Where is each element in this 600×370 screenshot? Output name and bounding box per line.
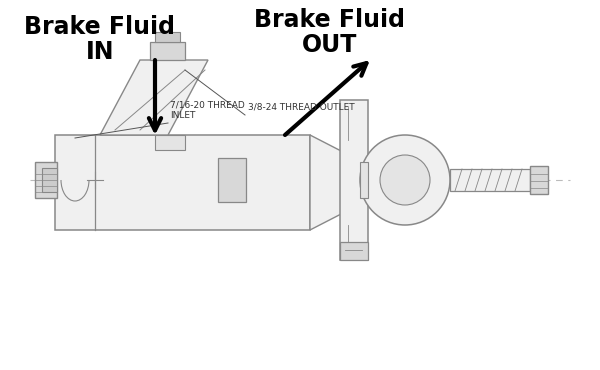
Circle shape (380, 155, 430, 205)
Bar (360, 162, 368, 198)
Bar (55, 135, 310, 230)
Bar (155, 32, 180, 42)
Bar (150, 42, 185, 60)
Text: 7/16-20 THREAD
INLET: 7/16-20 THREAD INLET (170, 101, 245, 120)
Bar (218, 158, 246, 202)
Polygon shape (310, 135, 345, 230)
Text: Brake Fluid
IN: Brake Fluid IN (25, 15, 176, 64)
Circle shape (360, 135, 450, 225)
Bar (35, 162, 57, 198)
Bar (155, 135, 185, 150)
Text: Brake Fluid
OUT: Brake Fluid OUT (254, 8, 406, 57)
Bar (340, 242, 368, 260)
Polygon shape (100, 60, 208, 135)
Bar (530, 166, 548, 194)
Bar (450, 169, 530, 191)
Bar (340, 100, 368, 260)
Text: 3/8-24 THREAD OUTLET: 3/8-24 THREAD OUTLET (248, 103, 355, 112)
Bar (42, 168, 57, 192)
